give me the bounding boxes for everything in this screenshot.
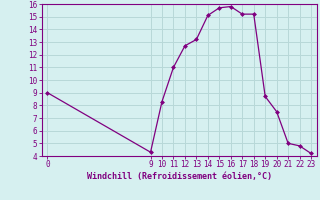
X-axis label: Windchill (Refroidissement éolien,°C): Windchill (Refroidissement éolien,°C) <box>87 172 272 181</box>
